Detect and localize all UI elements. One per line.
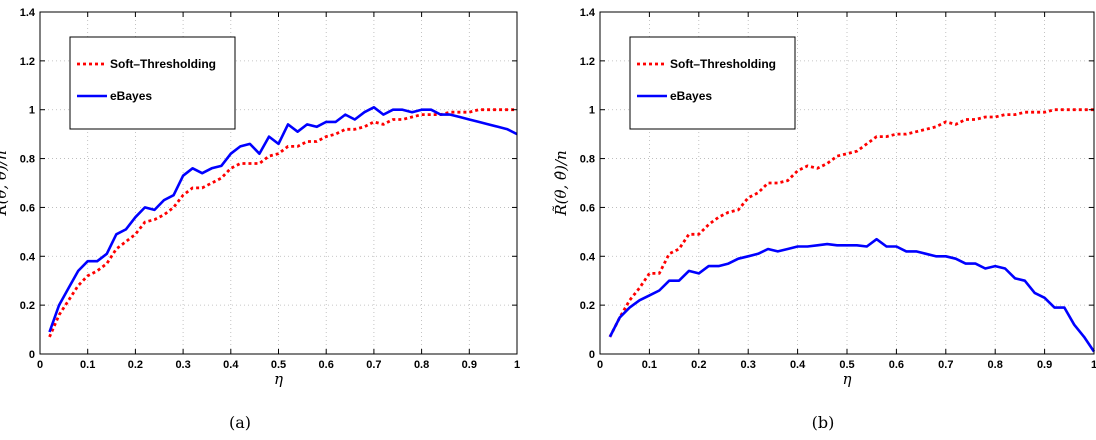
legend-box [69, 36, 236, 130]
legend-entry-label: Soft–Thresholding [670, 57, 776, 71]
y-tick-label: 0 [589, 349, 595, 361]
x-tick-label: 0.8 [988, 359, 1003, 371]
x-tick-label: 0.9 [1037, 359, 1052, 371]
legend-entry-label: eBayes [670, 89, 712, 103]
x-tick-label: 0.3 [741, 359, 756, 371]
y-tick-label: 0.4 [20, 251, 36, 263]
x-tick-label: 0.1 [80, 359, 95, 371]
x-tick-label: 0.4 [790, 359, 806, 371]
legend: Soft–Thresholding eBayes [69, 36, 236, 130]
y-tick-label: 0 [29, 349, 35, 361]
y-tick-label: 1.2 [580, 56, 595, 68]
x-tick-label: 0.6 [889, 359, 904, 371]
x-tick-label: 0 [597, 359, 603, 371]
y-axis-label: R̃(θ, θ̂)/n [0, 150, 10, 216]
x-tick-label: 0.4 [223, 359, 239, 371]
y-tick-label: 0.2 [20, 300, 35, 312]
x-tick-label: 0.9 [462, 359, 477, 371]
x-tick-label: 0.5 [271, 359, 286, 371]
x-tick-label: 0.7 [938, 359, 953, 371]
x-tick-label: 0.1 [642, 359, 657, 371]
x-axis-label: η [843, 370, 852, 388]
panel-caption: (a) [229, 413, 251, 432]
y-axis-label: R̃(θ, θ̂)/n [552, 150, 570, 216]
chart-panel-b: 0 0.1 0.2 0.3 0.4 0.5 0.6 0.7 0.8 0.9 1 0 0.2 0.4 0.6 0… [552, 7, 1096, 432]
y-tick-label: 0.4 [580, 251, 596, 263]
legend-entry-label: eBayes [110, 89, 152, 103]
y-tick-label: 1 [589, 105, 595, 117]
x-tick-label: 1 [1091, 359, 1096, 371]
x-tick-label: 0.2 [128, 359, 143, 371]
series-line-ebayes [48, 106, 518, 333]
y-tick-label: 1.4 [20, 7, 36, 19]
series-line-soft-thresholding [48, 108, 517, 338]
legend-entry-label: Soft–Thresholding [110, 57, 216, 71]
y-tick-label: 0.8 [20, 154, 35, 166]
x-tick-label: 0.6 [319, 359, 334, 371]
series-line-ebayes [608, 237, 1096, 353]
y-tick-label: 0.6 [20, 202, 35, 214]
chart-panel-a: 0 0.1 0.2 0.3 0.4 0.5 0.6 0.7 0.8 0.9 1 0 0.2 0.4 0.6 0… [0, 7, 520, 432]
x-tick-label: 0.5 [839, 359, 854, 371]
y-tick-label: 0.2 [580, 300, 595, 312]
x-tick-label: 0.7 [366, 359, 381, 371]
x-tick-label: 0.8 [414, 359, 429, 371]
y-tick-label: 0.8 [580, 154, 595, 166]
y-tick-label: 0.6 [580, 202, 595, 214]
legend: Soft–Thresholding eBayes [629, 36, 796, 130]
y-tick-label: 1 [29, 105, 35, 117]
legend-box [629, 36, 796, 130]
x-tick-label: 0.2 [691, 359, 706, 371]
y-tick-label: 1.2 [20, 56, 35, 68]
x-tick-label: 1 [514, 359, 520, 371]
panel-caption: (b) [812, 413, 835, 432]
x-tick-label: 0 [37, 359, 43, 371]
x-axis-label: η [274, 370, 283, 388]
x-tick-label: 0.3 [175, 359, 190, 371]
y-tick-label: 1.4 [580, 7, 596, 19]
